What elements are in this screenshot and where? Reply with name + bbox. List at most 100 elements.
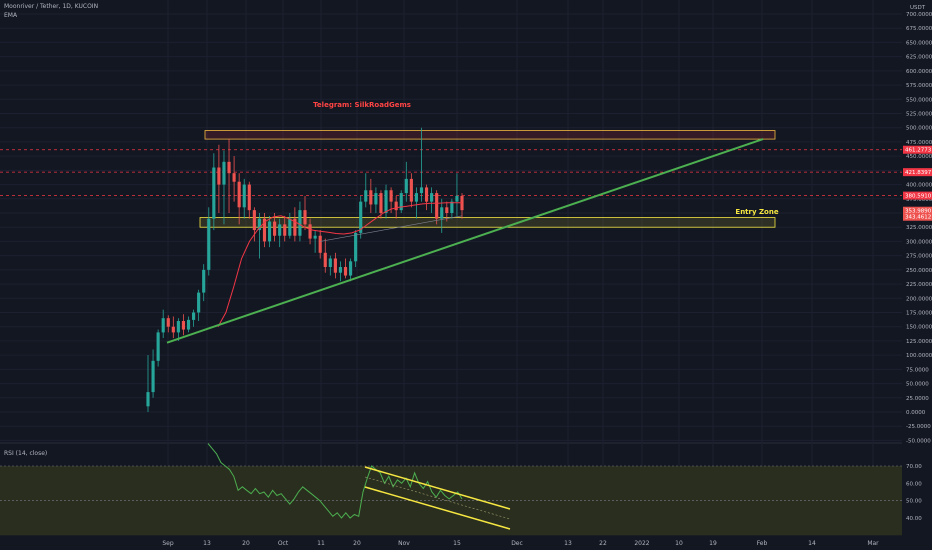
x-tick-label: 10 xyxy=(675,540,683,547)
y-tick-label: 325.0000 xyxy=(906,225,932,231)
candle-body xyxy=(445,207,449,213)
rsi-band xyxy=(0,466,902,536)
candle-body xyxy=(247,184,251,211)
x-tick-label: 20 xyxy=(242,540,250,547)
entry-zone-label: Entry Zone xyxy=(735,208,778,216)
candle-body xyxy=(379,193,383,213)
y-tick-label: 250.0000 xyxy=(906,268,932,274)
candle-body xyxy=(186,319,191,330)
candle-body xyxy=(424,187,429,202)
candle-body xyxy=(171,326,175,333)
y-tick-label: 700.0000 xyxy=(906,12,932,18)
price-label: 461.2773 xyxy=(905,148,932,154)
rsi-tick-label: 70.00 xyxy=(906,464,922,470)
candle-body xyxy=(146,392,150,407)
ema-legend[interactable]: EMA xyxy=(4,12,18,19)
y-tick-label: -25.0000 xyxy=(906,424,931,430)
candle-body xyxy=(288,218,292,236)
candle-body xyxy=(399,193,403,211)
x-tick-label: 19 xyxy=(709,540,717,547)
candle-body xyxy=(192,312,196,320)
candle-body xyxy=(202,269,206,293)
candle-body xyxy=(161,318,165,333)
secondary-ma-line xyxy=(320,215,463,242)
candle-body xyxy=(283,224,287,236)
x-tick-label: 15 xyxy=(453,540,461,547)
rsi-tick-label: 40.00 xyxy=(906,516,922,522)
y-tick-label: 175.0000 xyxy=(906,311,932,317)
x-tick-label: Dec xyxy=(511,540,523,547)
x-tick-label: Feb xyxy=(757,540,768,547)
axes-layer: 700.0000 675.0000 650.0000 625.0000 600.0000… xyxy=(162,5,932,547)
price-label: 343.4612 xyxy=(905,215,931,221)
y-tick-label: 525.0000 xyxy=(906,112,932,118)
y-tick-label: 100.0000 xyxy=(906,353,932,359)
y-tick-label: 575.0000 xyxy=(906,83,932,89)
currency-label: USDT xyxy=(910,5,926,11)
candle-body xyxy=(181,321,186,330)
candle-body xyxy=(298,210,302,236)
candle-body xyxy=(354,232,358,262)
candle-body xyxy=(262,218,267,242)
y-tick-label: 625.0000 xyxy=(906,55,932,61)
candle-body xyxy=(222,161,226,185)
candle-body xyxy=(394,201,398,211)
candles-layer xyxy=(146,127,464,412)
candle-body xyxy=(293,218,297,236)
x-tick-label: 13 xyxy=(203,540,211,547)
y-tick-label: 400.0000 xyxy=(906,183,932,189)
x-tick-label: Nov xyxy=(398,540,410,547)
candle-body xyxy=(267,221,272,242)
candle-body xyxy=(333,258,337,273)
candle-body xyxy=(369,190,373,205)
ascending-trendline xyxy=(166,138,764,344)
candle-body xyxy=(212,167,216,219)
candle-body xyxy=(176,321,180,333)
price-label-bg xyxy=(903,168,932,177)
x-tick-label: 20 xyxy=(353,540,361,547)
candle-body xyxy=(257,218,261,231)
candle-body xyxy=(384,190,388,213)
y-tick-label: 300.0000 xyxy=(906,239,932,245)
x-tick-label: Oct xyxy=(278,540,289,547)
candle-body xyxy=(455,195,459,202)
rsi-channel-upper xyxy=(364,466,511,510)
x-tick-label: 13 xyxy=(564,540,572,547)
y-tick-label: 225.0000 xyxy=(906,282,932,288)
candle-body xyxy=(349,261,353,276)
y-tick-label: 450.0000 xyxy=(906,154,932,160)
candle-body xyxy=(313,235,317,239)
ema-line xyxy=(217,202,462,327)
rsi-legend[interactable]: RSI (14, close) xyxy=(4,450,48,457)
rsi-channel-lower xyxy=(364,486,511,530)
candle-body xyxy=(232,173,236,182)
chart-grid xyxy=(0,0,902,534)
x-tick-label: 22 xyxy=(599,540,607,547)
candle-body xyxy=(273,221,277,236)
candle-body xyxy=(389,190,393,202)
y-tick-label: 275.0000 xyxy=(906,254,932,260)
price-label-bg xyxy=(903,206,932,215)
candle-body xyxy=(343,267,348,276)
candle-body xyxy=(409,178,413,202)
entry-zone xyxy=(199,217,776,228)
candle-body xyxy=(328,258,332,268)
candle-body xyxy=(404,178,408,194)
candle-body xyxy=(166,318,170,327)
price-label-bg xyxy=(903,191,932,200)
y-tick-label: 475.0000 xyxy=(906,140,932,146)
candle-body xyxy=(308,224,312,239)
candle-body xyxy=(151,360,155,393)
rsi-pane: 70.00 60.00 50.00 40.00 xyxy=(0,443,922,536)
y-tick-label: 50.0000 xyxy=(906,382,929,388)
candle-body xyxy=(227,161,231,174)
y-tick-label: 500.0000 xyxy=(906,126,932,132)
candle-body xyxy=(359,201,363,233)
y-tick-label: 550.0000 xyxy=(906,97,932,103)
x-tick-label: 11 xyxy=(317,540,325,547)
symbol-legend[interactable]: Moonriver / Tether, 1D, KUCOIN xyxy=(4,3,99,10)
y-tick-label: 75.0000 xyxy=(906,367,929,373)
price-label: 421.8397 xyxy=(905,170,932,176)
y-tick-label: 375.0000 xyxy=(906,197,932,203)
